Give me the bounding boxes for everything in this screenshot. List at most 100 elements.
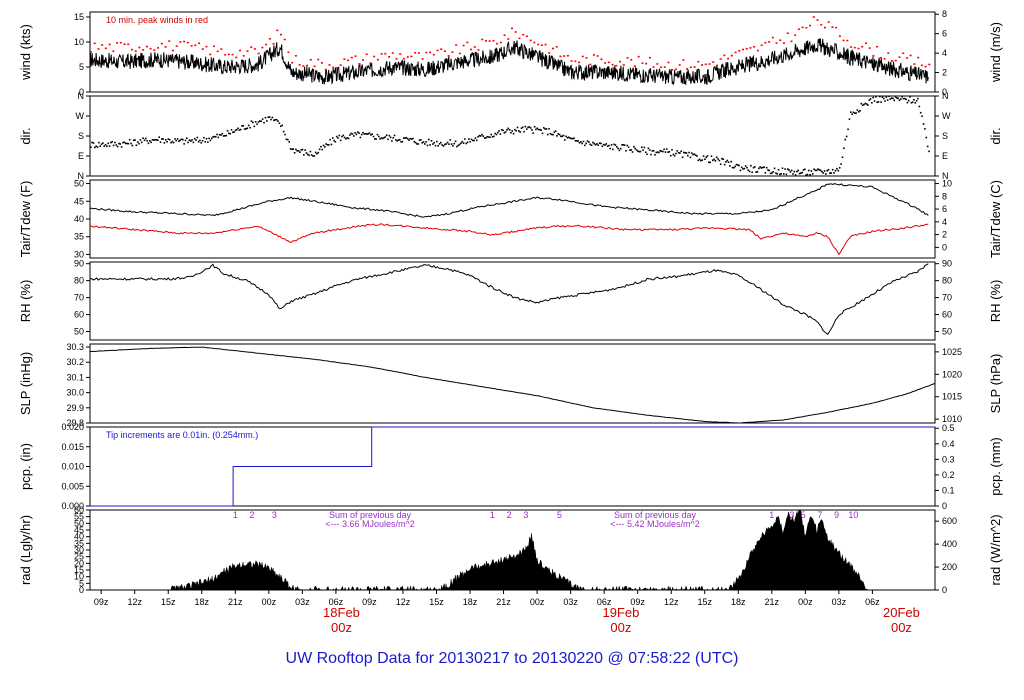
dir-point (608, 144, 610, 147)
peak-wind-point (626, 57, 629, 59)
dir-point (589, 143, 591, 146)
peak-wind-point (168, 40, 171, 42)
dir-point (94, 146, 96, 149)
dir-point (491, 135, 494, 138)
peak-wind-point (790, 40, 793, 43)
peak-wind-point (876, 45, 879, 48)
dir-point (349, 134, 351, 136)
dir-point (385, 134, 388, 137)
dir-point (619, 147, 622, 150)
peak-wind-point (447, 55, 450, 57)
peak-wind-point (540, 44, 543, 47)
dir-point (479, 135, 482, 137)
dir-point (289, 148, 292, 150)
peak-wind-point (622, 64, 625, 66)
dir-point (163, 142, 166, 144)
dir-point (393, 134, 396, 137)
dir-point (793, 170, 796, 173)
peak-wind-point (470, 48, 473, 51)
dir-point (768, 169, 771, 172)
peak-wind-point (373, 55, 376, 58)
dir-point (615, 146, 618, 148)
dir-point (771, 172, 773, 174)
dir-point (143, 139, 146, 142)
peak-wind-point (380, 53, 383, 55)
dir-point (112, 144, 115, 147)
ylabel-right-wind: wind (m/s) (988, 22, 1003, 83)
dir-point (207, 141, 209, 144)
dir-point (704, 158, 706, 161)
peak-wind-point (127, 43, 130, 46)
peak-wind-point (183, 40, 186, 43)
ytick-right-label: 600 (942, 516, 957, 526)
dir-point (630, 149, 633, 151)
dir-point (906, 101, 909, 104)
dir-point (267, 116, 270, 118)
dir-point (896, 97, 898, 99)
dir-point (432, 143, 434, 145)
dir-point (633, 145, 635, 148)
chart-title: UW Rooftop Data for 20130217 to 20130220… (285, 650, 739, 667)
dir-point (483, 137, 486, 139)
dir-point (677, 151, 680, 154)
peak-wind-point (708, 63, 711, 65)
peak-wind-point (376, 58, 379, 61)
dir-point (826, 169, 828, 172)
xtick-label: 09z (362, 597, 377, 607)
dir-point (815, 169, 818, 172)
dir-point (478, 134, 481, 137)
ylabel-right-dir: dir. (988, 127, 1003, 144)
peak-wind-point (514, 31, 517, 33)
dir-point (359, 136, 362, 139)
dir-point (767, 169, 769, 171)
dir-point (350, 132, 352, 135)
dir-point (128, 138, 131, 141)
dir-point (643, 146, 646, 149)
dir-point (374, 138, 376, 140)
peak-wind-point (130, 48, 133, 51)
dir-point (453, 142, 456, 145)
peak-wind-point (388, 56, 391, 58)
peak-wind-point (276, 29, 279, 32)
dir-point (191, 139, 193, 141)
dir-point (848, 118, 851, 121)
peak-wind-point (742, 48, 745, 51)
dir-point (594, 143, 597, 146)
dir-point (210, 137, 213, 140)
dir-point (292, 148, 295, 150)
dir-point (926, 145, 929, 148)
dir-point (268, 116, 271, 118)
dir-point (100, 143, 103, 145)
ytick-label: 30.1 (66, 372, 84, 382)
dir-point (256, 123, 258, 125)
dir-point (855, 112, 857, 114)
dir-point (544, 128, 546, 130)
dir-point (250, 120, 253, 122)
dir-point (809, 173, 811, 176)
dir-point (108, 145, 111, 147)
dir-point (900, 98, 902, 100)
dir-point (468, 138, 470, 140)
peak-wind-point (432, 53, 435, 56)
dir-point (183, 143, 185, 145)
dir-point (894, 96, 897, 98)
dir-point (605, 143, 608, 145)
daily-total-text: Sum of previous day (614, 510, 697, 520)
dir-point (593, 142, 596, 145)
dir-point (280, 125, 282, 128)
dir-point (765, 166, 768, 169)
dir-point (570, 137, 573, 140)
dir-point (200, 142, 203, 144)
peak-wind-point (909, 54, 912, 57)
dir-point (867, 104, 869, 106)
dir-point (120, 146, 123, 148)
dir-point (884, 100, 886, 102)
peak-wind-point (201, 48, 204, 50)
ytick-label: 50 (74, 518, 84, 528)
peak-wind-point (630, 58, 633, 61)
xtick-label: 00z (798, 597, 813, 607)
dir-point (295, 148, 297, 151)
peak-wind-point (473, 46, 476, 48)
dir-point (354, 132, 356, 134)
peak-wind-point (458, 52, 461, 55)
